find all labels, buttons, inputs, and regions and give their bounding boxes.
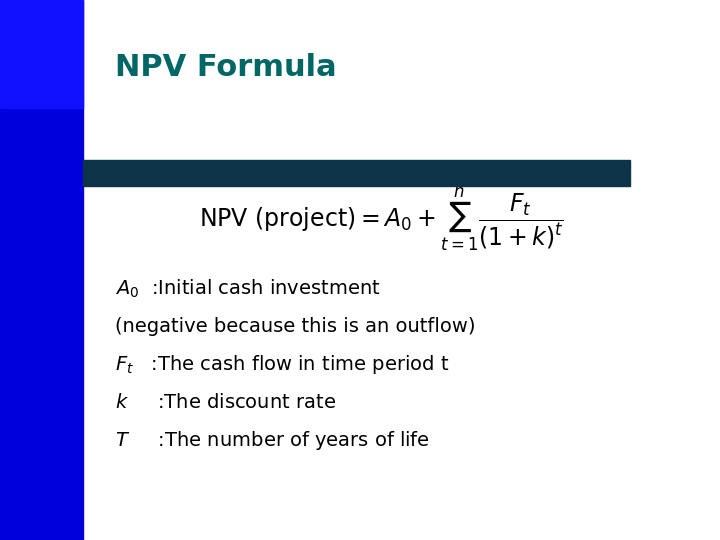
Text: $k$     :The discount rate: $k$ :The discount rate (115, 393, 336, 412)
Text: $A_0$  :Initial cash investment: $A_0$ :Initial cash investment (115, 278, 381, 300)
Bar (83, 160, 630, 186)
Text: $F_t$   :The cash flow in time period t: $F_t$ :The cash flow in time period t (115, 353, 449, 376)
Text: NPV Formula: NPV Formula (115, 53, 337, 82)
Bar (0, 0, 83, 540)
Text: (negative because this is an outflow): (negative because this is an outflow) (115, 317, 476, 336)
Text: $T$     :The number of years of life: $T$ :The number of years of life (115, 429, 430, 451)
Text: NPV $\mathregular{(project)} = A_0 + \sum_{t=1}^{n} \dfrac{F_t}{(1+k)^t}$: NPV $\mathregular{(project)} = A_0 + \su… (199, 185, 564, 253)
Bar (0, 0, 83, 108)
